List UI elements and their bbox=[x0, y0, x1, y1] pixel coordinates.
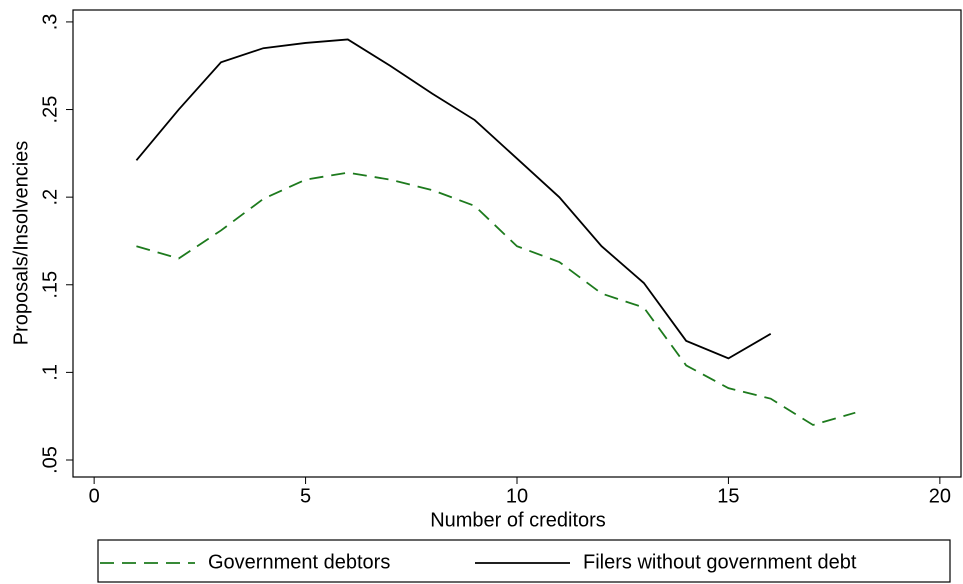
x-tick-label: 0 bbox=[89, 485, 100, 507]
legend-label: Government debtors bbox=[208, 551, 390, 573]
y-axis-label: Proposals/Insolvencies bbox=[10, 141, 32, 346]
x-tick-label: 20 bbox=[929, 485, 951, 507]
series-line bbox=[136, 171, 856, 426]
x-tick-label: 5 bbox=[300, 485, 311, 507]
x-tick-label: 15 bbox=[717, 485, 739, 507]
x-tick-label: 10 bbox=[506, 485, 528, 507]
legend-label: Filers without government debt bbox=[583, 551, 857, 573]
y-tick-label: .1 bbox=[39, 364, 61, 381]
legend-box bbox=[97, 539, 951, 583]
y-tick-label: .2 bbox=[39, 189, 61, 206]
y-tick-label: .05 bbox=[39, 446, 61, 474]
x-axis-label: Number of creditors bbox=[430, 509, 606, 531]
y-tick-label: .3 bbox=[39, 14, 61, 31]
series-line bbox=[135, 38, 772, 360]
y-tick-label: .15 bbox=[39, 271, 61, 299]
y-tick-label: .25 bbox=[39, 96, 61, 124]
